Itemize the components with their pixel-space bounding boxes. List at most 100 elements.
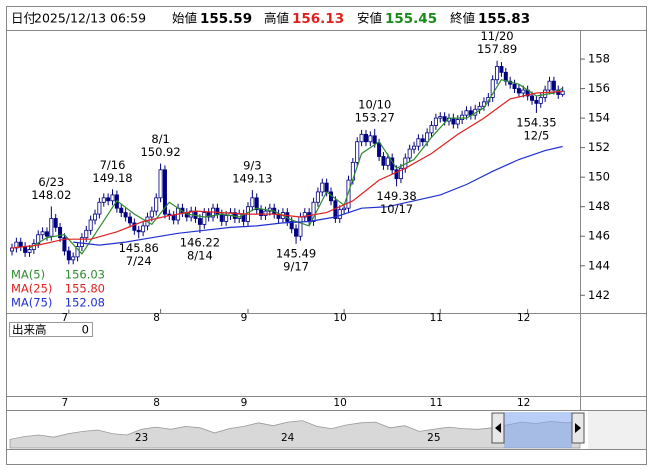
candle-body <box>18 241 23 247</box>
ma-line <box>29 79 563 255</box>
candle-body <box>84 229 89 239</box>
annotation-value: 154.35 <box>516 115 556 129</box>
candle-body <box>141 225 146 233</box>
legend-value: 152.08 <box>65 296 105 310</box>
candle-body <box>460 114 465 120</box>
candle-body <box>477 105 482 110</box>
y-tick-label: 152 <box>588 140 610 154</box>
candle-body <box>40 231 45 236</box>
candle-body <box>538 97 543 104</box>
candle-body <box>158 169 163 199</box>
candle-body <box>259 209 264 216</box>
candle-body <box>372 135 377 144</box>
navigator-selection <box>504 412 572 448</box>
candle-body <box>66 250 71 261</box>
candle-body <box>71 256 76 261</box>
candle-body <box>433 117 438 126</box>
annotation-date: 10/10 <box>358 97 391 111</box>
candle-body <box>254 197 259 211</box>
header-label: 日付 <box>11 11 36 26</box>
candle-body <box>516 88 521 94</box>
header-close: 155.83 <box>478 11 530 27</box>
candle-body <box>294 228 299 237</box>
candle-body <box>512 83 517 89</box>
candle-body <box>132 222 137 231</box>
x-tick-label: 8 <box>153 397 160 409</box>
y-tick-label: 156 <box>588 81 610 95</box>
candle-body <box>224 215 229 222</box>
candle-body <box>420 138 425 143</box>
candle-body <box>206 212 211 218</box>
candle-body <box>298 216 303 237</box>
candle-body <box>44 231 49 237</box>
candle-body <box>342 207 347 211</box>
candle-body <box>455 119 460 125</box>
candle-body <box>416 138 421 147</box>
candle-body <box>385 157 390 166</box>
legend-value-box <box>60 296 106 310</box>
header-open: 155.59 <box>200 11 252 27</box>
navigator-label: 25 <box>427 432 440 444</box>
candle-body <box>27 249 32 253</box>
candle-body <box>368 135 373 143</box>
x-tick-label: 9 <box>241 397 248 409</box>
x-tick-label: 12 <box>517 397 530 409</box>
candle-body <box>263 210 268 216</box>
candle-body <box>23 246 28 253</box>
legend-value: 155.80 <box>65 282 105 296</box>
header-label: 高値 <box>264 11 289 26</box>
legend-name: MA(25) <box>11 282 52 296</box>
candle-body <box>429 125 434 134</box>
candle-body <box>62 237 67 252</box>
frame <box>6 6 647 465</box>
candle-body <box>464 110 469 116</box>
candle-body <box>215 207 220 215</box>
candle-body <box>320 182 325 193</box>
ma-line <box>73 145 563 246</box>
y-tick-label: 158 <box>588 52 610 66</box>
ma-line <box>11 90 563 249</box>
x-tick-label: 7 <box>61 312 68 324</box>
y-tick-label: 148 <box>588 199 610 213</box>
candle-body <box>289 221 294 230</box>
candle-body <box>530 95 535 101</box>
candle-body <box>503 71 508 82</box>
legend-value-box <box>60 268 106 282</box>
candle-body <box>551 80 556 91</box>
header-date: 2025/12/13 06:59 <box>34 11 146 26</box>
x-tick-label: 7 <box>61 397 68 409</box>
arrow-icon <box>575 423 581 433</box>
y-tick-label: 146 <box>588 229 610 243</box>
volume-value: 0 <box>82 323 89 337</box>
legend-value-box <box>60 282 106 296</box>
candle-body <box>119 207 124 214</box>
candle-body <box>394 169 399 180</box>
x-tick-label: 11 <box>430 397 443 409</box>
candle-body <box>93 213 98 221</box>
annotation-date: 12/5 <box>523 128 549 142</box>
header-label: 終値 <box>450 11 475 26</box>
candle-body <box>547 80 552 91</box>
candle-body <box>136 229 141 233</box>
legend-name: MA(5) <box>11 268 45 282</box>
annotation-date: 9/3 <box>243 159 262 173</box>
candle-body <box>9 247 14 252</box>
candle-body <box>302 212 307 218</box>
header-label: 安値 <box>357 11 382 26</box>
annotation-date: 9/17 <box>283 259 309 273</box>
x-tick-label: 10 <box>333 397 346 409</box>
annotation-date: 8/14 <box>187 248 213 262</box>
candle-body <box>88 219 93 231</box>
candle-body <box>58 226 63 239</box>
candle-body <box>490 79 495 98</box>
candle-body <box>311 201 316 222</box>
volume-label: 出来高 <box>12 323 47 337</box>
x-tick-label: 12 <box>517 312 530 324</box>
candle-body <box>560 90 565 96</box>
annotation-value: 145.49 <box>276 246 316 260</box>
candle-body <box>101 197 106 203</box>
candle-body <box>442 116 447 122</box>
scroll-gutter <box>588 411 646 449</box>
annotation-value: 149.18 <box>92 171 132 185</box>
candle-body <box>534 99 539 104</box>
